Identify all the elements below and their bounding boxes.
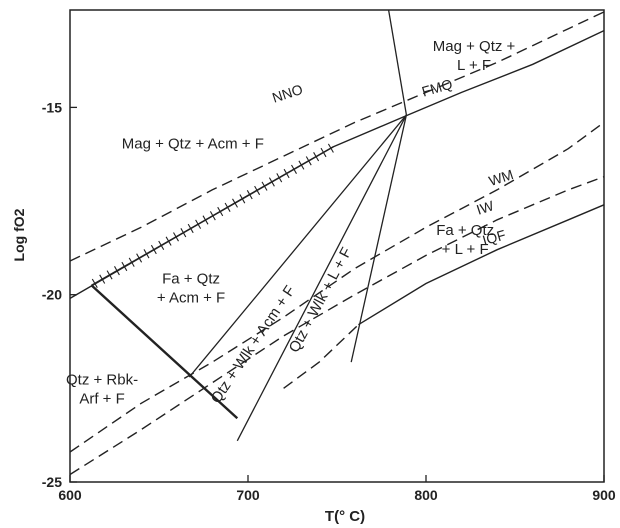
- y-tick-label: -15: [42, 99, 62, 115]
- hatch-tick: [128, 257, 135, 267]
- hatch-tick: [99, 274, 106, 284]
- x-tick-label: 900: [592, 487, 616, 503]
- reaction-line-1: [188, 114, 407, 378]
- x-axis-label: T(° C): [325, 508, 365, 525]
- x-tick-label: 800: [414, 487, 438, 503]
- field-label-line: L + F: [457, 57, 491, 74]
- hatch-tick: [224, 202, 231, 212]
- hatch-tick: [254, 185, 261, 196]
- iqf-curve-dashed: [283, 324, 359, 389]
- field-label-line: Mag + Qtz +: [433, 38, 516, 55]
- y-tick-label: -25: [42, 474, 62, 490]
- hatch-tick: [150, 244, 157, 255]
- field-label-1: Mag + Qtz + L + F: [433, 38, 516, 74]
- hatch-tick: [268, 177, 275, 187]
- hatch-tick: [283, 168, 290, 179]
- x-tick-label: 700: [236, 487, 260, 503]
- field-label-line: Fa + Qtz: [162, 270, 220, 287]
- hatch-tick: [91, 278, 98, 288]
- hatch-tick: [187, 223, 194, 234]
- hatch-tick: [276, 173, 283, 183]
- hatch-tick: [180, 228, 187, 238]
- hatch-tick: [232, 198, 238, 208]
- hatched-boundary: [91, 143, 334, 288]
- hatch-tick: [165, 236, 172, 246]
- field-label-line: Arf + F: [79, 391, 124, 408]
- hatch-tick: [313, 152, 320, 162]
- field-label-line: Mag + Qtz + Acm + F: [122, 136, 264, 153]
- nno-curve: [69, 11, 605, 262]
- iw-curve: [69, 176, 605, 476]
- hatch-tick: [291, 164, 297, 174]
- hatch-tick: [106, 270, 113, 280]
- hatch-tick: [202, 215, 209, 225]
- field-labels: Mag + Qtz + L + F Mag + Qtz + Acm + F Fa + …: [66, 38, 516, 407]
- y-tick-label: -20: [42, 287, 62, 303]
- field-label-4: Fa + Qtz + Acm + F: [157, 270, 225, 306]
- field-label-line: + L + F: [442, 241, 489, 258]
- hatch-tick: [209, 211, 216, 221]
- buffer-label-iqf: IQF: [481, 227, 508, 249]
- field-label-line: Qtz + Rbk-: [66, 372, 138, 389]
- field-label-5: Qtz + Rbk- Arf + F: [66, 372, 138, 408]
- hatch-tick: [173, 232, 179, 242]
- hatch-tick: [158, 240, 165, 250]
- hatch-tick: [239, 194, 246, 204]
- reaction-line-5: [90, 284, 239, 420]
- iqf-curve: [358, 204, 605, 326]
- buffer-label-fmq: FMQ: [420, 76, 454, 100]
- reaction-line-2: [236, 114, 407, 442]
- hatch-tick: [327, 143, 334, 153]
- hatch-tick: [195, 219, 202, 229]
- hatch-tick: [320, 147, 327, 158]
- plot-frame: [69, 9, 605, 483]
- y-axis-label: Log fO2: [11, 208, 27, 261]
- field-label-2: Mag + Qtz + Acm + F: [122, 136, 264, 153]
- hatch-tick: [121, 261, 128, 272]
- x-axis-ticks: 600 700 800 900: [58, 475, 616, 503]
- hatch-tick: [261, 181, 268, 191]
- reaction-line-3: [350, 114, 408, 363]
- x-tick-label: 600: [58, 487, 82, 503]
- buffer-label-wm: WM: [487, 166, 516, 189]
- buffer-label-iw: IW: [474, 197, 496, 218]
- reaction-lines: [90, 9, 408, 442]
- hatch-tick: [217, 206, 224, 217]
- hatch-tick: [114, 266, 120, 276]
- reaction-line-4: [387, 9, 408, 116]
- field-label-line: + Acm + F: [157, 289, 225, 306]
- hatch-tick: [136, 253, 143, 263]
- field-label-3: Fa + Qtz + L + F: [436, 222, 494, 258]
- hatch-tick: [305, 156, 312, 166]
- y-axis-ticks: -15 -20 -25: [42, 99, 77, 490]
- field-label-line: Fa + Qtz: [436, 222, 494, 239]
- hatch-tick: [143, 249, 150, 259]
- buffer-curves: [69, 11, 605, 476]
- buffer-label-nno: NNO: [270, 81, 305, 106]
- hatch-tick: [298, 160, 305, 170]
- hatch-tick: [246, 190, 253, 200]
